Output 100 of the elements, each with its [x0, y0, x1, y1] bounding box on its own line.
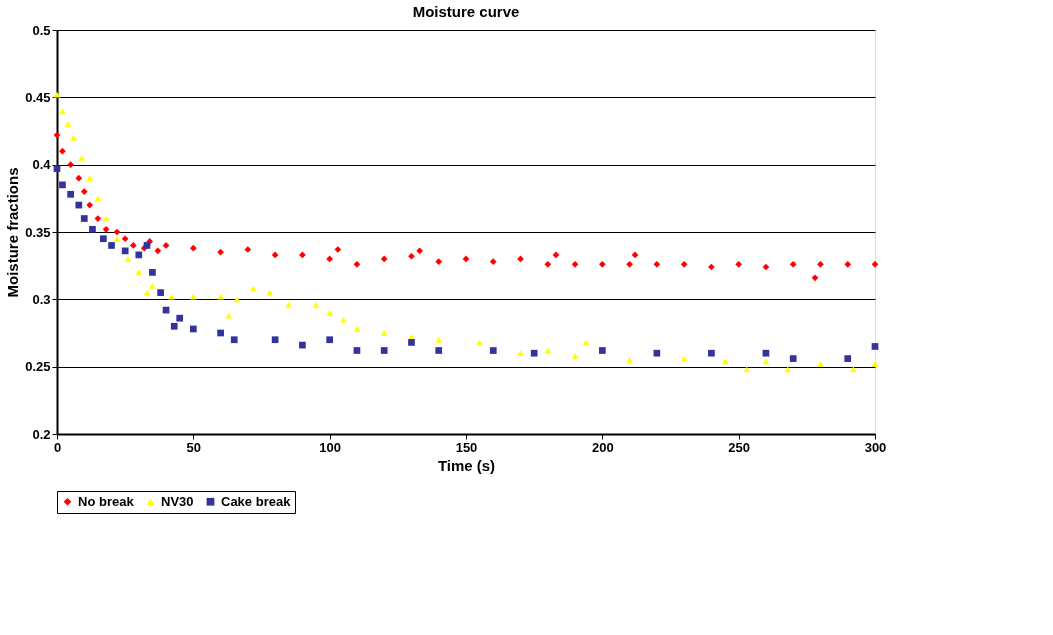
- point: [353, 260, 361, 268]
- point: [124, 256, 132, 262]
- point: [408, 252, 415, 260]
- point: [113, 228, 121, 236]
- point: [743, 366, 751, 373]
- point: [217, 248, 224, 256]
- point: [435, 347, 443, 354]
- point: [626, 260, 633, 268]
- point: [86, 201, 94, 209]
- point: [871, 361, 879, 367]
- y-tick-label: 0.2: [32, 426, 51, 442]
- point: [299, 251, 306, 259]
- y-tick-label: 0.35: [25, 224, 51, 240]
- point: [380, 330, 388, 336]
- point: [80, 215, 88, 222]
- point: [334, 246, 342, 253]
- point: [817, 260, 824, 268]
- point: [844, 260, 852, 268]
- point: [326, 255, 334, 263]
- point: [631, 251, 639, 259]
- point: [653, 349, 661, 357]
- point: [75, 201, 83, 209]
- point: [70, 134, 77, 141]
- point: [154, 247, 162, 255]
- x-tick-label: 0: [53, 439, 62, 455]
- y-tick-label: 0.45: [25, 89, 51, 105]
- point: [233, 296, 241, 303]
- point: [517, 350, 524, 357]
- legend-label: Cake break: [221, 493, 292, 509]
- y-tick-label: 0.5: [32, 22, 51, 38]
- point: [102, 225, 110, 233]
- y-axis-title: Moisture fractions: [4, 167, 22, 298]
- point: [326, 309, 334, 316]
- point: [811, 274, 819, 282]
- point: [266, 289, 274, 296]
- x-tick-label: 300: [864, 439, 887, 455]
- point: [544, 260, 552, 268]
- point: [353, 326, 361, 332]
- point: [217, 329, 224, 337]
- point: [762, 358, 770, 365]
- point: [598, 347, 606, 354]
- legend-label: No break: [78, 493, 135, 509]
- x-tick-label: 250: [728, 439, 751, 455]
- point: [189, 293, 197, 300]
- point: [326, 336, 334, 344]
- point: [189, 325, 197, 333]
- x-axis-title: Time (s): [437, 456, 496, 474]
- point: [871, 343, 879, 350]
- point: [217, 293, 224, 300]
- point: [653, 260, 661, 268]
- point: [299, 341, 306, 349]
- point: [571, 352, 579, 359]
- point: [489, 347, 497, 354]
- point: [789, 355, 797, 362]
- point: [121, 235, 129, 243]
- point: [708, 349, 715, 357]
- point: [680, 260, 688, 268]
- point: [67, 161, 74, 169]
- point: [721, 358, 729, 365]
- x-tick-label: 200: [591, 439, 614, 455]
- point: [170, 322, 178, 330]
- point: [78, 155, 85, 161]
- y-tick-label: 0.25: [25, 359, 51, 375]
- point: [189, 244, 197, 252]
- point: [408, 339, 415, 346]
- point: [762, 263, 770, 271]
- point: [121, 247, 129, 255]
- point: [59, 107, 66, 114]
- point: [312, 301, 320, 308]
- point: [817, 361, 824, 367]
- point: [80, 188, 88, 195]
- point: [143, 289, 151, 296]
- point: [435, 258, 443, 265]
- point: [353, 347, 361, 354]
- point: [582, 339, 590, 346]
- point: [89, 225, 96, 233]
- legend-label: NV30: [161, 493, 194, 509]
- point: [53, 131, 61, 139]
- point: [552, 251, 560, 259]
- point: [149, 269, 156, 276]
- point: [271, 251, 279, 259]
- point: [100, 235, 107, 243]
- point: [598, 260, 606, 268]
- point: [176, 314, 184, 322]
- x-tick-label: 50: [186, 439, 202, 455]
- point: [59, 181, 66, 189]
- point: [380, 347, 388, 354]
- point: [735, 260, 743, 268]
- point: [135, 269, 143, 276]
- point: [64, 121, 72, 128]
- point: [380, 255, 388, 263]
- point: [135, 251, 143, 259]
- point: [108, 242, 115, 249]
- point: [168, 293, 175, 300]
- point: [416, 247, 423, 255]
- point: [849, 366, 857, 373]
- point: [271, 336, 279, 344]
- point: [230, 336, 238, 344]
- point: [489, 258, 497, 265]
- point: [462, 255, 470, 263]
